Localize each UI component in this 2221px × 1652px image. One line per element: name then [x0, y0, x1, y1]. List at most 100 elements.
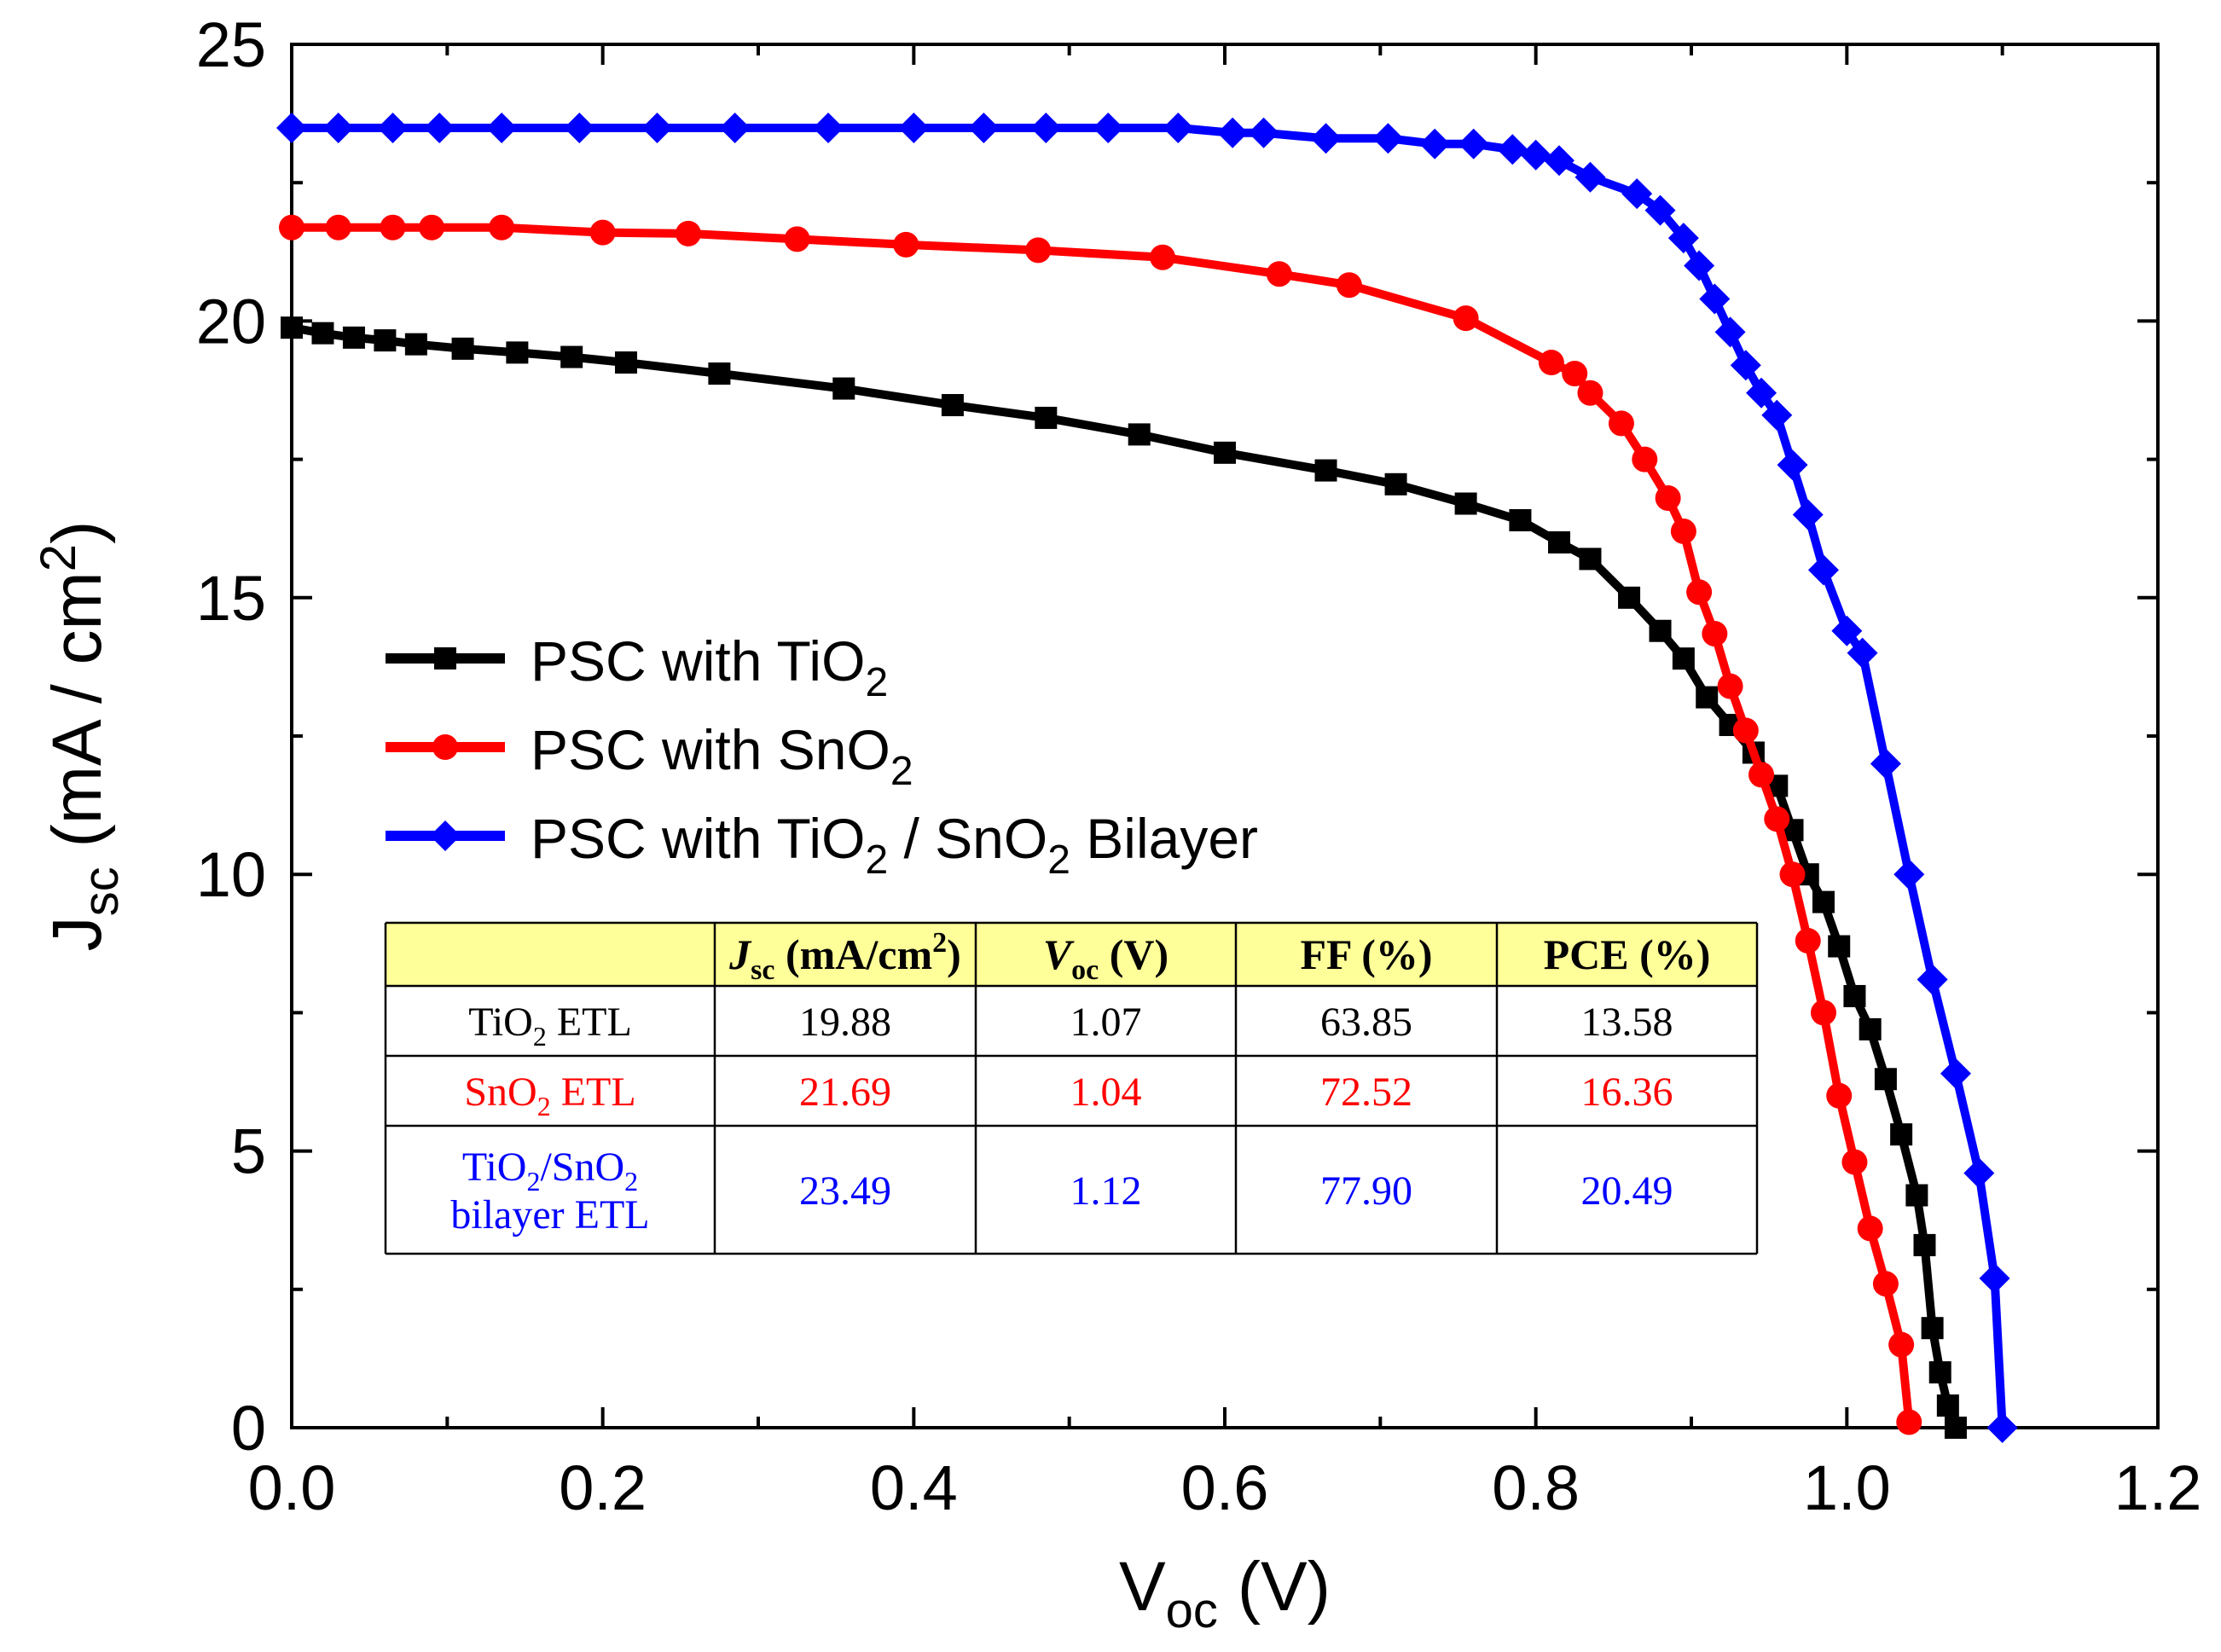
data-point	[451, 337, 474, 360]
data-point	[832, 377, 855, 400]
data-point	[719, 112, 751, 143]
data-point	[1921, 1317, 1944, 1340]
x-tick-label: 0.4	[870, 1452, 958, 1523]
y-tick-label: 10	[196, 839, 266, 910]
legend-item-0: PSC with TiO2	[386, 629, 888, 705]
data-point	[1870, 748, 1901, 780]
data-point	[1458, 128, 1489, 159]
table-value-cell: 19.88	[799, 1000, 891, 1045]
x-tick-label: 1.2	[2114, 1452, 2202, 1523]
data-point	[1310, 123, 1342, 154]
data-point	[1548, 530, 1571, 554]
data-point	[708, 362, 731, 385]
series-1	[279, 214, 1922, 1435]
data-point	[675, 220, 701, 246]
x-axis-label: Voc (V)	[1119, 1548, 1331, 1638]
data-point	[1857, 1215, 1883, 1242]
table-header-cell: FF (%)	[1300, 930, 1432, 978]
data-point	[1454, 492, 1477, 515]
data-point	[1746, 377, 1777, 409]
table-header-bg	[386, 923, 1757, 986]
data-point	[380, 214, 406, 241]
data-point	[615, 351, 638, 374]
data-point	[1670, 518, 1696, 544]
legend: PSC with TiO2 PSC with SnO2 PSC with TiO2 …	[386, 629, 1258, 883]
table-row-label: bilayer ETL	[450, 1192, 649, 1238]
data-point	[1618, 586, 1641, 609]
data-point	[1730, 350, 1761, 381]
data-point	[404, 333, 427, 356]
data-point	[1807, 554, 1839, 586]
table-value-cell: 16.36	[1581, 1069, 1673, 1115]
data-point	[1913, 1233, 1936, 1256]
series-line	[292, 223, 1914, 1423]
data-point	[1732, 717, 1759, 744]
axes-layer: 0.0 0.2 0.4 0.6 0.8 1.0 1.2 0 5 10 15 20 25	[196, 9, 2202, 1523]
data-point	[419, 214, 445, 241]
table-value-cell: 23.49	[799, 1168, 891, 1214]
data-point	[279, 214, 304, 241]
data-point	[377, 112, 409, 143]
data-point	[1896, 1409, 1922, 1435]
data-point	[1667, 223, 1699, 254]
data-point	[1314, 459, 1337, 482]
data-point	[1419, 128, 1451, 159]
table-value-cell: 1.07	[1070, 1000, 1142, 1045]
y-tick-label: 5	[231, 1116, 266, 1187]
data-point	[1764, 806, 1790, 832]
data-point	[1538, 350, 1564, 376]
data-point	[1214, 441, 1236, 464]
table-value-cell: 20.49	[1581, 1168, 1673, 1214]
data-point	[1859, 1017, 1882, 1040]
data-point	[898, 112, 930, 143]
data-point	[1831, 615, 1863, 646]
data-point	[1792, 499, 1824, 530]
data-point	[1035, 406, 1058, 429]
data-point	[589, 219, 616, 246]
data-point	[1777, 449, 1808, 481]
data-point	[560, 345, 583, 368]
data-point	[342, 326, 365, 349]
y-axis-label: Jsc (mA / cm2)	[31, 521, 129, 952]
data-point	[1453, 305, 1479, 332]
legend-label: PSC with SnO2	[531, 718, 913, 794]
x-tick-label: 0.0	[248, 1452, 336, 1523]
data-point	[322, 112, 354, 143]
data-point	[1874, 1068, 1897, 1091]
data-point	[1917, 964, 1948, 995]
data-point	[424, 112, 455, 143]
table-row-label: TiO2/SnO2	[462, 1145, 638, 1197]
data-point	[1717, 673, 1743, 699]
data-point	[1872, 1271, 1899, 1297]
y-tick-label: 15	[196, 563, 266, 634]
data-point	[1248, 117, 1279, 148]
x-tick-label: 0.8	[1492, 1452, 1580, 1523]
table-row-label: SnO2 ETL	[464, 1069, 635, 1122]
table-value-cell: 77.90	[1320, 1168, 1412, 1214]
data-point	[1562, 361, 1588, 387]
data-point	[1497, 134, 1528, 165]
parameter-table: Jsc (mA/cm2) Voc (V) FF (%) PCE (%) TiO2 ETL…	[384, 921, 1759, 1255]
series-2	[276, 112, 2018, 1443]
data-point	[1928, 1361, 1951, 1384]
data-point	[1893, 859, 1925, 890]
legend-item-1: PSC with SnO2	[386, 718, 913, 794]
data-point	[1761, 399, 1793, 431]
data-point	[1217, 117, 1249, 148]
table-value-cell: 21.69	[799, 1069, 891, 1115]
data-point	[1890, 1123, 1913, 1146]
legend-label: PSC with TiO2	[531, 629, 888, 705]
y-tick-label: 25	[196, 9, 266, 80]
data-point	[1944, 1417, 1967, 1439]
data-point	[1520, 139, 1551, 171]
table-body-bg	[386, 986, 1757, 1254]
data-point	[1574, 161, 1606, 193]
data-point	[1128, 423, 1151, 446]
data-point	[1150, 244, 1176, 270]
data-point	[1336, 272, 1362, 299]
table-header-cell: Jsc (mA/cm2)	[728, 927, 961, 986]
data-point	[1644, 194, 1676, 226]
x-tick-label: 1.0	[1803, 1452, 1891, 1523]
data-point	[1509, 508, 1532, 531]
data-point	[1544, 145, 1575, 177]
